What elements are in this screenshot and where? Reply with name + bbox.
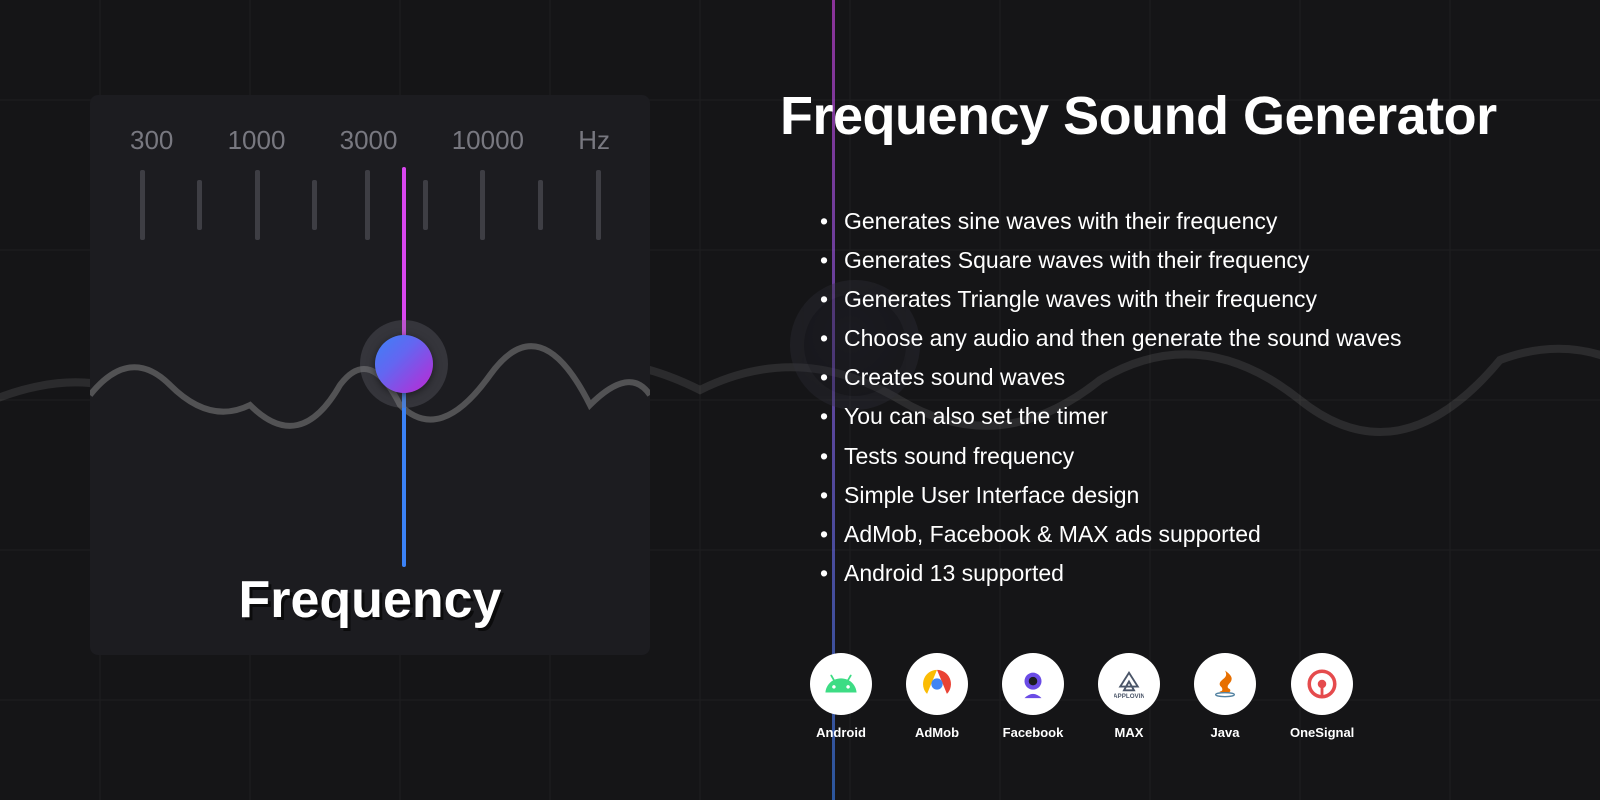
left-panel: 300 1000 3000 10000 Hz Frequency (0, 0, 690, 800)
feature-item: Simple User Interface design (820, 476, 1540, 515)
tech-label: Java (1211, 725, 1240, 740)
tech-row: Android AdMob Facebook APPLOVIN MAX Java OneSi… (810, 653, 1540, 740)
facebook-icon (1002, 653, 1064, 715)
feature-item: Generates Triangle waves with their freq… (820, 280, 1540, 319)
scale-label: 10000 (452, 125, 524, 156)
tech-item-onesignal: OneSignal (1290, 653, 1354, 740)
tech-item-max: APPLOVIN MAX (1098, 653, 1160, 740)
page-title: Frequency Sound Generator (780, 85, 1540, 147)
scale-label: 1000 (228, 125, 286, 156)
tech-label: MAX (1115, 725, 1144, 740)
tech-item-android: Android (810, 653, 872, 740)
tick (312, 180, 317, 230)
feature-item: AdMob, Facebook & MAX ads supported (820, 515, 1540, 554)
feature-item: Choose any audio and then generate the s… (820, 319, 1540, 358)
java-icon (1194, 653, 1256, 715)
feature-list: Generates sine waves with their frequenc… (820, 202, 1540, 593)
tech-label: OneSignal (1290, 725, 1354, 740)
tick (140, 170, 145, 240)
tick (423, 180, 428, 230)
admob-icon (906, 653, 968, 715)
tech-item-facebook: Facebook (1002, 653, 1064, 740)
scale-label: 3000 (340, 125, 398, 156)
tick (596, 170, 601, 240)
frequency-knob[interactable] (360, 320, 448, 408)
tick (255, 170, 260, 240)
feature-item: Generates sine waves with their frequenc… (820, 202, 1540, 241)
tech-item-java: Java (1194, 653, 1256, 740)
tech-item-admob: AdMob (906, 653, 968, 740)
feature-item: Generates Square waves with their freque… (820, 241, 1540, 280)
knob-inner (375, 335, 433, 393)
feature-item: You can also set the timer (820, 397, 1540, 436)
onesignal-icon (1291, 653, 1353, 715)
android-icon (810, 653, 872, 715)
scale-unit: Hz (578, 125, 610, 156)
frequency-widget: 300 1000 3000 10000 Hz Frequency (90, 95, 650, 655)
max-icon: APPLOVIN (1098, 653, 1160, 715)
tick (480, 170, 485, 240)
widget-title: Frequency (90, 570, 650, 630)
tech-label: Android (816, 725, 866, 740)
right-panel: Frequency Sound Generator Generates sine… (690, 0, 1600, 800)
tick-container (130, 170, 610, 240)
feature-item: Android 13 supported (820, 554, 1540, 593)
widget-wave-icon (90, 295, 650, 495)
tick (538, 180, 543, 230)
feature-item: Tests sound frequency (820, 437, 1540, 476)
tech-label: AdMob (915, 725, 959, 740)
tech-label: Facebook (1003, 725, 1064, 740)
scale-labels: 300 1000 3000 10000 Hz (130, 125, 610, 156)
scale-label: 300 (130, 125, 173, 156)
feature-item: Creates sound waves (820, 358, 1540, 397)
tick (197, 180, 202, 230)
tick (365, 170, 370, 240)
svg-text:APPLOVIN: APPLOVIN (1114, 693, 1144, 699)
